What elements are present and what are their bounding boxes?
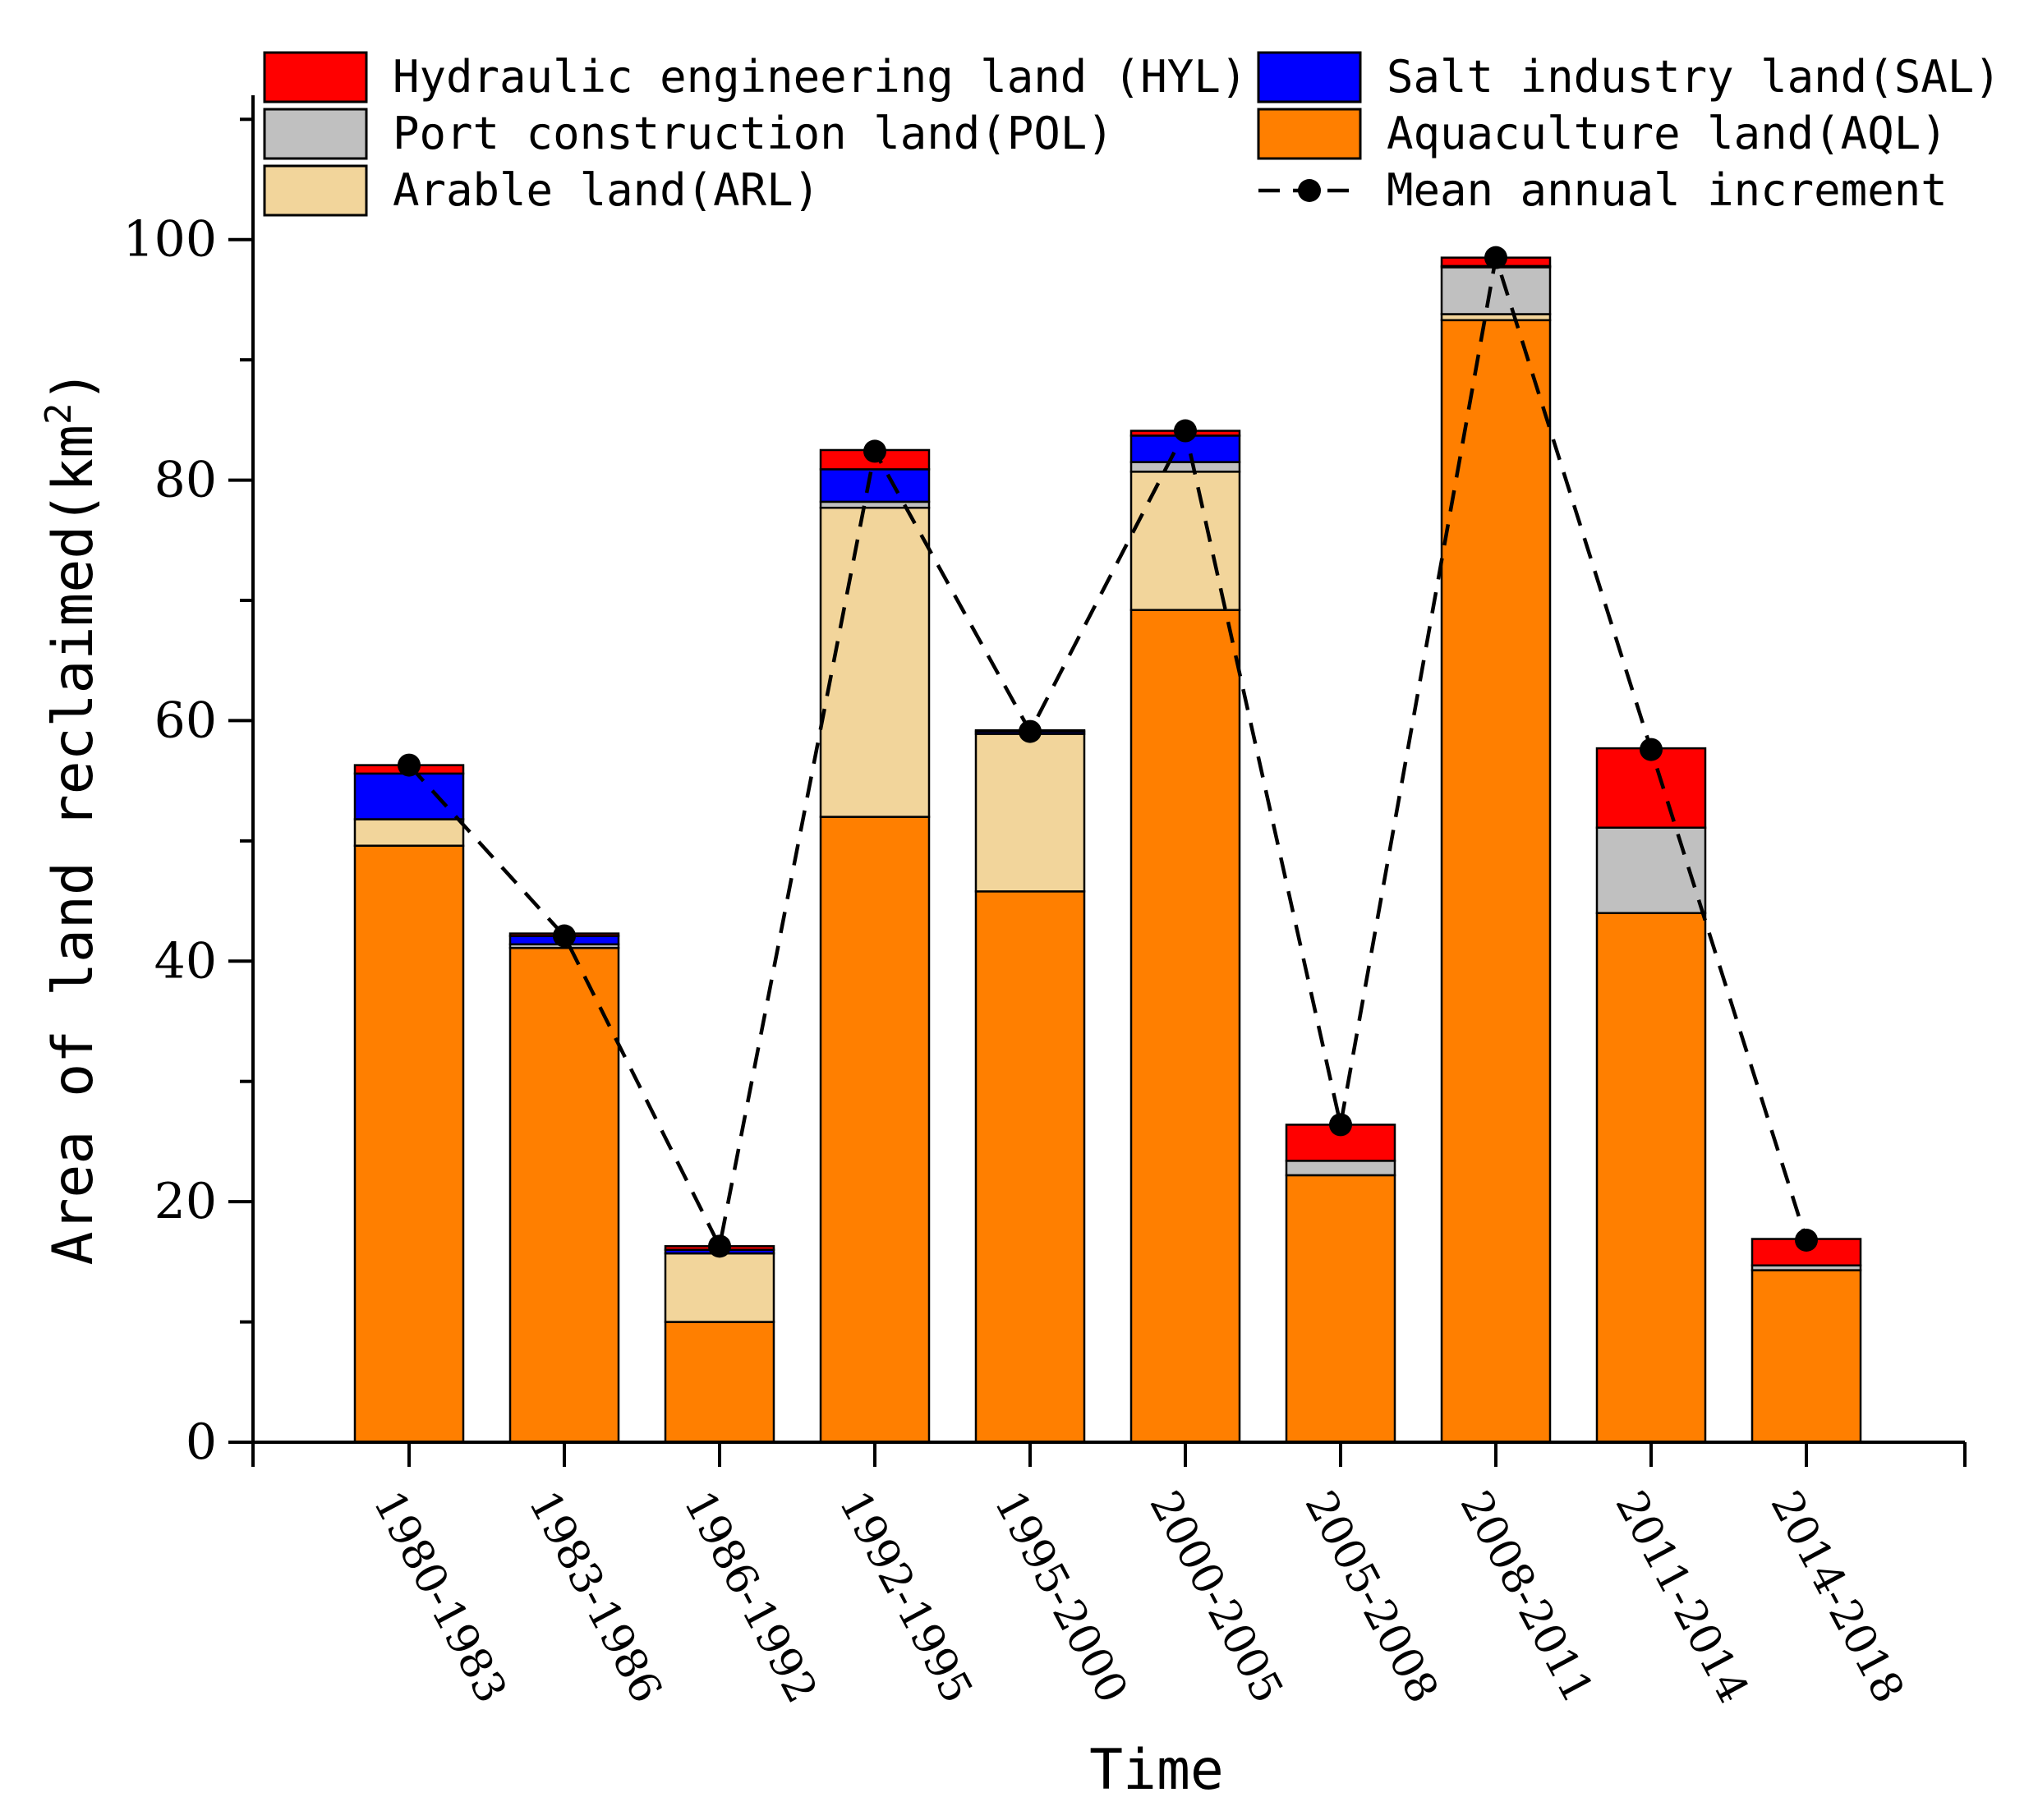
legend-label-3: Aquaculture land(AQL) <box>1387 108 1948 159</box>
x-tick-label-0: 1980-1983 <box>364 1483 516 1711</box>
legend-swatch-1 <box>1257 51 1362 103</box>
y-axis-label: Area of land reclaimed(km2) <box>38 370 106 1266</box>
x-tick-label-9: 2014-2018 <box>1761 1483 1913 1711</box>
x-tick-label-3: 1992-1995 <box>830 1483 982 1711</box>
bar-sal-0 <box>353 772 465 820</box>
y-axis-label-main: Area of land reclaimed(km <box>41 425 106 1266</box>
mean-point-7 <box>1484 246 1507 269</box>
bar-sal-3 <box>819 468 931 503</box>
x-tick-label-1: 1983-1986 <box>519 1483 671 1711</box>
y-tick-label-20: 20 <box>154 1173 217 1230</box>
legend-label-5: Mean annual increment <box>1387 164 1948 216</box>
x-tick-label-7: 2008-2011 <box>1451 1483 1603 1711</box>
y-tick-label-60: 60 <box>154 692 217 749</box>
legend-label-1: Salt industry land(SAL) <box>1387 51 2001 103</box>
bar-pol-6 <box>1285 1160 1396 1177</box>
y-axis-label-close: ) <box>41 370 106 403</box>
x-tick-label-4: 1995-2000 <box>985 1483 1137 1711</box>
legend-swatch-3 <box>1257 108 1362 160</box>
x-tick-label-5: 2000-2005 <box>1140 1483 1292 1711</box>
bar-aql-6 <box>1285 1174 1396 1444</box>
mean-annual-increment-line <box>407 257 1809 1252</box>
mean-point-1 <box>553 924 576 948</box>
mean-point-0 <box>398 753 421 777</box>
y-tick-label-0: 0 <box>186 1413 217 1471</box>
y-tick-label-100: 100 <box>122 211 217 269</box>
y-axis-label-sup: 2 <box>38 402 80 425</box>
bars-layer <box>353 256 1862 1444</box>
bar-arl-5 <box>1129 471 1241 611</box>
mean-point-5 <box>1174 419 1197 443</box>
bar-aql-7 <box>1440 319 1552 1444</box>
y-tick-label-40: 40 <box>154 932 217 990</box>
bar-aql-9 <box>1750 1269 1862 1444</box>
mean-point-2 <box>708 1234 731 1258</box>
mean-line-layer <box>398 246 1818 1258</box>
legend-swatch-0 <box>263 51 368 103</box>
bar-pol-8 <box>1595 826 1707 914</box>
x-tick-label-8: 2011-2014 <box>1606 1483 1758 1711</box>
bar-hyl-8 <box>1595 747 1707 829</box>
legend: Hydraulic engineering land (HYL) Salt ind… <box>263 51 2001 217</box>
mean-point-3 <box>863 439 886 463</box>
bar-aql-4 <box>974 890 1086 1444</box>
legend-label-2: Port construction land(POL) <box>393 108 1114 159</box>
legend-swatch-2 <box>263 108 368 160</box>
bar-aql-2 <box>664 1321 775 1444</box>
bar-aql-8 <box>1595 912 1707 1444</box>
bar-pol-5 <box>1129 461 1241 473</box>
x-axis-label: Time <box>1089 1738 1224 1803</box>
legend-label-0: Hydraulic engineering land (HYL) <box>393 51 1247 103</box>
legend-swatch-4 <box>263 164 368 217</box>
mean-point-9 <box>1795 1229 1818 1252</box>
mean-point-6 <box>1329 1113 1352 1137</box>
mean-point-8 <box>1640 738 1663 761</box>
mean-point-4 <box>1019 719 1042 743</box>
legend-label-4: Arable land(ARL) <box>393 164 820 216</box>
bar-arl-2 <box>664 1252 775 1323</box>
bar-pol-7 <box>1440 266 1552 315</box>
bar-arl-3 <box>819 507 931 818</box>
bar-arl-0 <box>353 818 465 847</box>
x-tick-label-6: 2005-2008 <box>1295 1483 1447 1711</box>
x-tick-label-2: 1986-1992 <box>674 1483 826 1711</box>
bar-aql-3 <box>819 816 931 1444</box>
bar-arl-4 <box>974 733 1086 893</box>
legend-line-marker <box>1298 179 1321 202</box>
bar-aql-0 <box>353 844 465 1444</box>
bar-aql-1 <box>508 946 620 1444</box>
bar-aql-5 <box>1129 609 1241 1444</box>
y-tick-label-80: 80 <box>154 452 217 509</box>
